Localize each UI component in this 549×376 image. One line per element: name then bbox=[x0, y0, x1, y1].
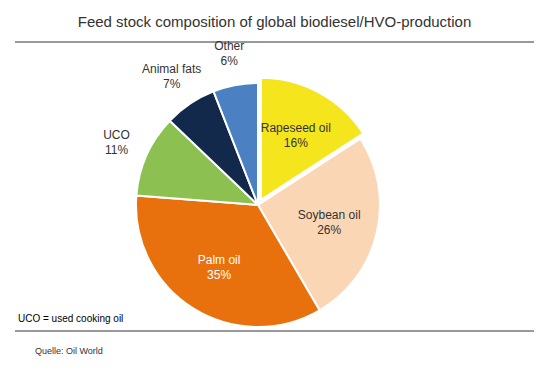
slice-value: 11% bbox=[105, 143, 128, 157]
top-rule bbox=[15, 42, 534, 43]
slice-label: UCO bbox=[103, 128, 130, 142]
slice bbox=[136, 196, 320, 327]
title: Feed stock composition of global biodies… bbox=[78, 13, 472, 30]
pie bbox=[136, 78, 380, 327]
slice-label: Palm oil bbox=[198, 253, 241, 267]
slice-value: 16% bbox=[284, 136, 308, 150]
slice-label: Soybean oil bbox=[298, 208, 361, 222]
slice-value: 6% bbox=[221, 54, 239, 68]
slice-value: 26% bbox=[317, 223, 341, 237]
data-labels: Rapeseed oil16% Soybean oil26% Palm oil35%… bbox=[103, 39, 360, 282]
source: Quelle: Oil World bbox=[35, 346, 103, 356]
slice-label: Rapeseed oil bbox=[261, 121, 331, 135]
slice-label: Animal fats bbox=[142, 62, 201, 76]
slice-label: Other bbox=[214, 39, 244, 53]
slice-value: 7% bbox=[163, 77, 181, 91]
chart: Feed stock composition of global biodies… bbox=[0, 0, 549, 376]
bottom-rule bbox=[15, 331, 534, 332]
slice bbox=[214, 83, 258, 205]
slice-value: 35% bbox=[207, 268, 231, 282]
annotation: UCO = used cooking oil bbox=[18, 313, 123, 324]
